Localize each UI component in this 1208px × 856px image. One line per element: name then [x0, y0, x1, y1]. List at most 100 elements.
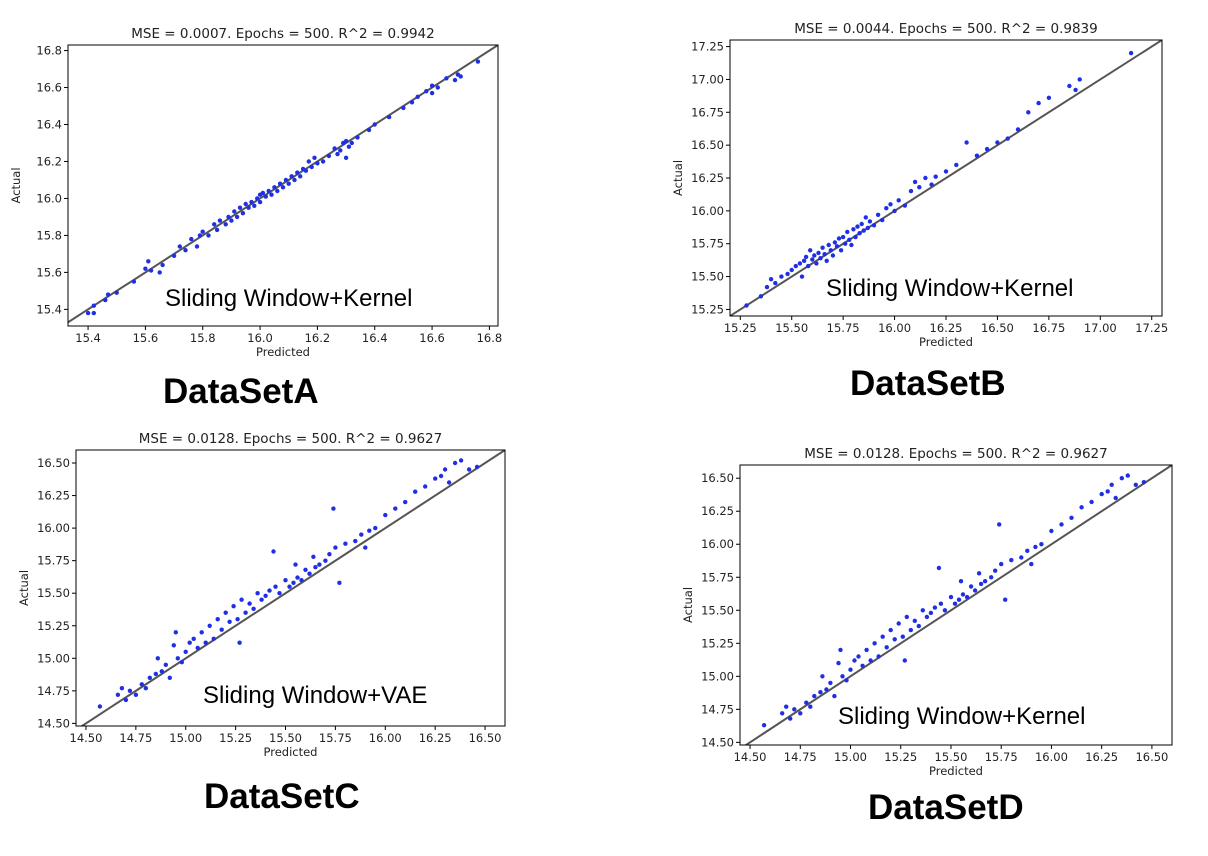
scatter-point [189, 236, 194, 242]
scatter-point [349, 140, 354, 146]
scatter-point [828, 680, 833, 686]
x-tick-label: 16.75 [1032, 321, 1065, 335]
y-tick-label: 16.6 [36, 81, 62, 95]
scatter-point [267, 588, 272, 593]
y-tick-label: 14.50 [37, 716, 70, 730]
x-tick-label: 14.50 [70, 731, 103, 745]
y-tick-label: 16.75 [691, 105, 724, 119]
scatter-point [838, 647, 843, 653]
dataset-label-b: DataSetB [850, 364, 1006, 403]
axes-frame [75, 449, 506, 727]
scatter-point [932, 605, 938, 610]
y-tick-label: 16.25 [701, 504, 734, 518]
scatter-point [239, 597, 244, 602]
scatter-point [446, 480, 452, 485]
y-tick-label: 16.50 [37, 456, 70, 470]
scatter-point [1005, 136, 1010, 141]
scatter-point [845, 229, 850, 235]
scatter-point [840, 234, 846, 240]
scatter-point [143, 686, 148, 691]
scatter-point [880, 217, 885, 223]
x-tick-label: 15.00 [834, 750, 867, 764]
scatter-point [928, 610, 934, 616]
y-tick-label: 15.25 [37, 619, 70, 633]
scatter-point [875, 212, 881, 217]
y-tick-label: 16.00 [701, 537, 734, 551]
y-tick-label: 15.00 [37, 651, 70, 665]
scatter-point [993, 568, 998, 573]
scatter-point [1009, 557, 1014, 563]
scatter-point [896, 198, 901, 203]
scatter-point [197, 233, 203, 238]
scatter-point [820, 674, 825, 679]
scatter-point [908, 627, 913, 633]
scatter-point [243, 610, 248, 615]
scatter-point [429, 83, 435, 88]
scatter-point [964, 594, 970, 600]
y-tick-label: 15.25 [701, 636, 734, 650]
scatter-point [366, 127, 372, 133]
scatter-point [824, 258, 829, 263]
scatter-point [1089, 499, 1094, 505]
scatter-point [298, 174, 303, 179]
scatter-point [303, 567, 308, 572]
scatter-point [343, 155, 349, 160]
x-tick-label: 16.25 [1085, 750, 1118, 764]
reference-line [730, 40, 1162, 316]
scatter-point [834, 244, 840, 249]
scatter-point [183, 649, 188, 654]
method-annotation: Sliding Window+VAE [203, 682, 427, 709]
x-tick-label: 15.50 [775, 321, 808, 335]
y-tick-label: 14.75 [701, 702, 734, 716]
chart-title: MSE = 0.0128. Epochs = 500. R^2 = 0.9627 [139, 431, 443, 447]
scatter-point [119, 686, 125, 691]
scatter-point [1049, 528, 1054, 534]
method-annotation: Sliding Window+Kernel [838, 703, 1085, 730]
scatter-point [133, 692, 139, 697]
scatter-point [263, 593, 268, 598]
y-tick-label: 15.4 [36, 302, 62, 316]
scatter-point [177, 244, 182, 249]
x-tick-label: 15.6 [133, 331, 159, 345]
scatter-point [435, 85, 440, 90]
scatter-point [861, 228, 866, 233]
scatter-point [123, 697, 129, 703]
scatter-point [880, 634, 885, 639]
scatter-point [346, 144, 352, 149]
scatter-point [799, 274, 805, 279]
scatter-point [943, 169, 949, 174]
chart-title: MSE = 0.0128. Epochs = 500. R^2 = 0.9627 [804, 446, 1108, 462]
y-tick-label: 15.75 [691, 237, 724, 251]
scatter-point [227, 619, 232, 624]
scatter-point [343, 138, 349, 144]
x-tick-label: 16.00 [1035, 750, 1068, 764]
scatter-point [326, 153, 332, 159]
scatter-point [195, 645, 200, 651]
y-tick-label: 15.50 [37, 586, 70, 600]
scatter-point [217, 218, 223, 223]
scatter-point [309, 164, 314, 170]
scatter-point [785, 271, 790, 277]
scatter-point [307, 571, 312, 576]
scatter-point [867, 219, 873, 224]
scatter-point [147, 675, 152, 680]
scatter-point [856, 654, 861, 659]
y-axis-label: Actual [17, 570, 31, 606]
scatter-point [989, 575, 994, 580]
scatter-point [247, 601, 252, 606]
scatter-point [780, 711, 785, 716]
x-tick-label: 14.75 [119, 731, 152, 745]
scatter-point [808, 248, 813, 253]
dataset-label-c: DataSetC [204, 777, 360, 816]
scatter-point [847, 237, 852, 242]
scatter-point [475, 59, 481, 64]
scatter-point [798, 711, 803, 716]
scatter-point [199, 630, 204, 635]
scatter-point [923, 175, 928, 181]
scatter-panel-b: MSE = 0.0044. Epochs = 500. R^2 = 0.9839… [671, 21, 1168, 349]
scatter-point [167, 675, 172, 680]
reference-line [744, 465, 1172, 745]
x-tick-label: 16.4 [362, 331, 388, 345]
scatter-point [424, 89, 429, 94]
chart-title: MSE = 0.0044. Epochs = 500. R^2 = 0.9839 [794, 21, 1098, 37]
